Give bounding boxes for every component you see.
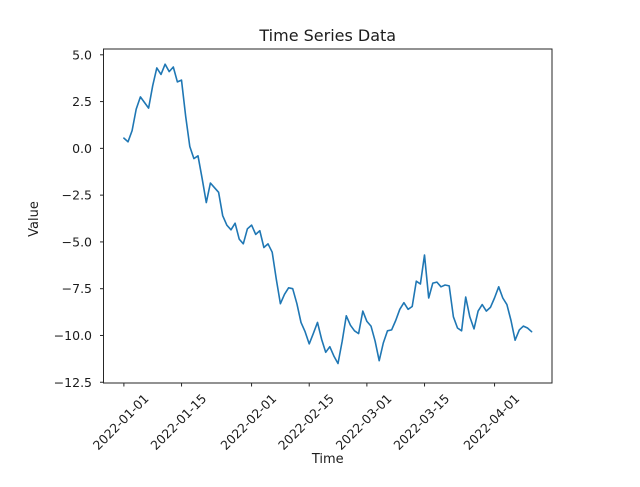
x-axis-label: Time	[311, 452, 344, 467]
y-tick-label: −2.5	[62, 188, 92, 203]
x-tick-label: 2022-02-15	[275, 391, 337, 453]
y-tick-label: −5.0	[62, 234, 92, 249]
y-axis-label: Value	[27, 201, 42, 237]
x-tick-label: 2022-01-01	[90, 391, 152, 453]
y-tick-label: 2.5	[72, 94, 92, 109]
y-tick-label: 5.0	[72, 47, 92, 62]
y-tick-label: −10.0	[54, 328, 92, 343]
y-tick-label: 0.0	[72, 141, 92, 156]
chart-title: Time Series Data	[258, 26, 396, 45]
x-tick-label: 2022-04-01	[460, 391, 522, 453]
x-tick-label: 2022-03-01	[333, 391, 395, 453]
series-line	[123, 63, 533, 365]
x-tick-label: 2022-01-15	[147, 391, 209, 453]
x-tick-label: 2022-03-15	[390, 391, 452, 453]
y-tick-label: −12.5	[54, 375, 92, 390]
x-tick-label: 2022-02-01	[217, 391, 279, 453]
y-tick-label: −7.5	[62, 281, 92, 296]
y-axis-ticks: 5.0 2.5 0.0 −2.5 −5.0 −7.5 −10.0 −12.5	[54, 47, 104, 390]
plot-area	[103, 48, 553, 384]
